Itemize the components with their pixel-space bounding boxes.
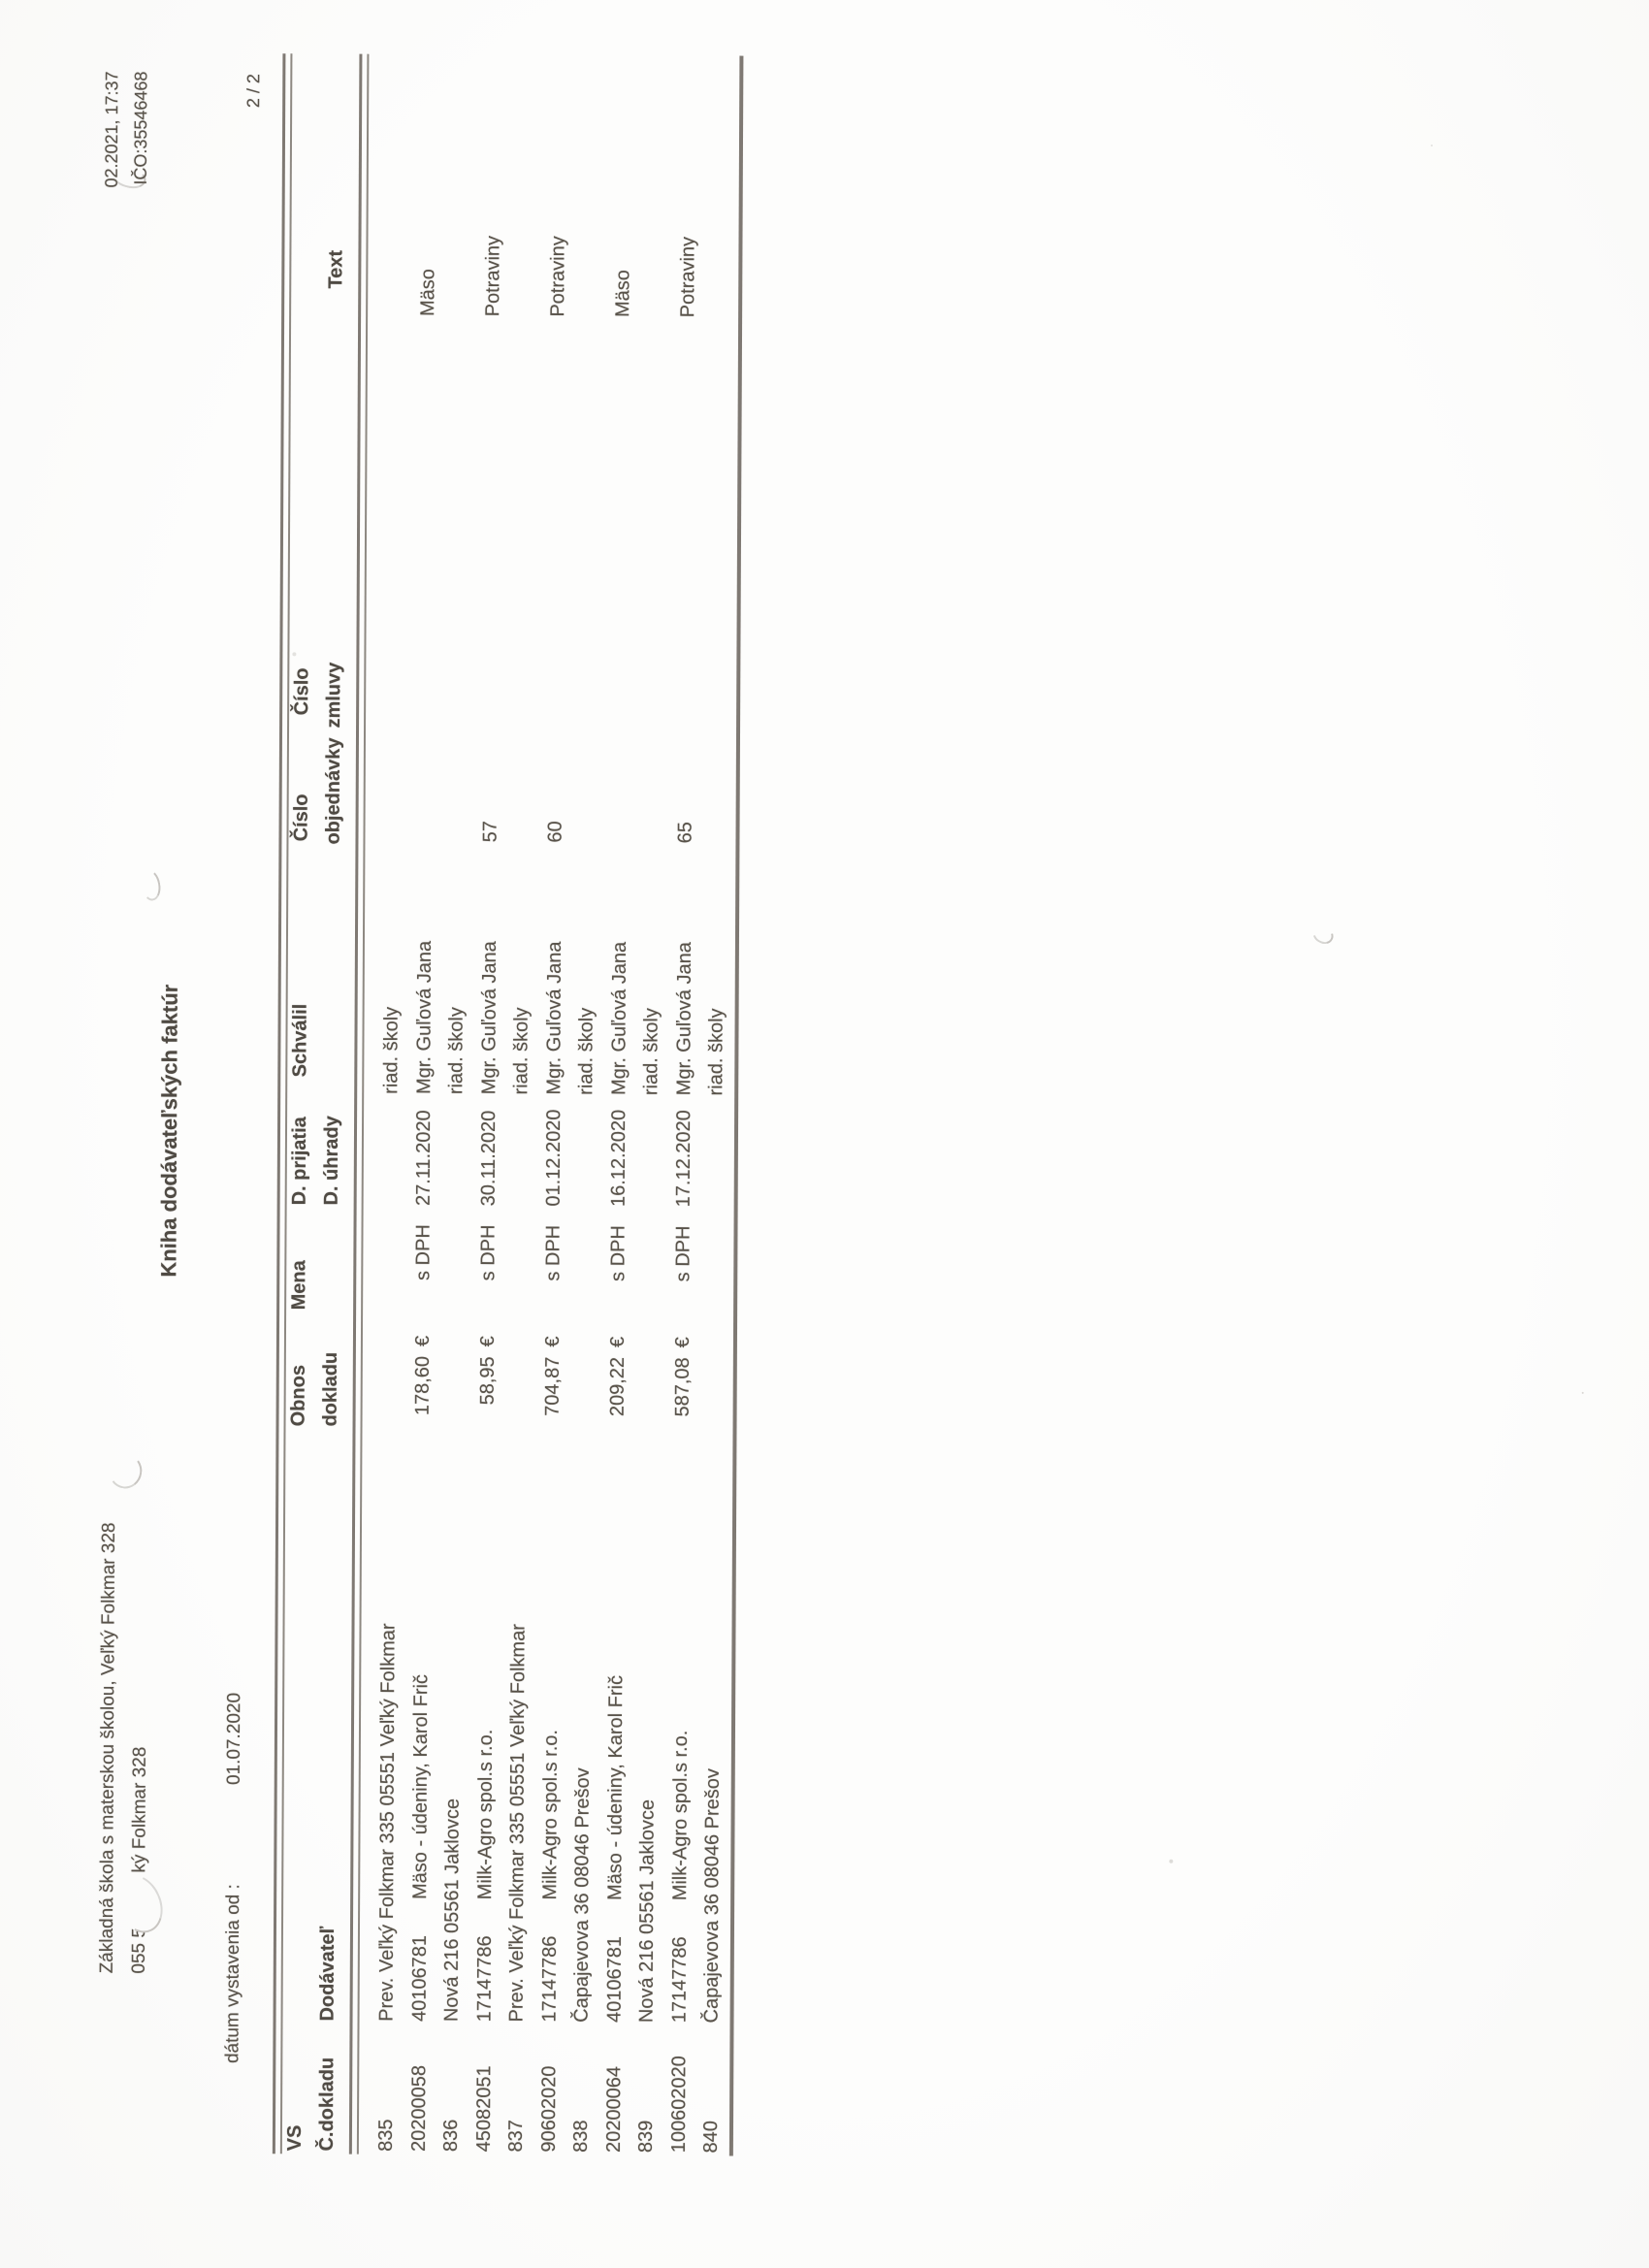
cell-supplier-id: 17147786 bbox=[538, 1935, 561, 2023]
cell-doc-no: 100602020 bbox=[667, 2056, 691, 2154]
cell-order-number: 60 bbox=[544, 821, 566, 843]
cell-supplier: Nová 216 05561 Jaklovce bbox=[440, 1798, 464, 2023]
scan-mark bbox=[106, 1451, 145, 1491]
col-header-text: Text bbox=[325, 249, 347, 289]
cell-doc-no: 20200064 bbox=[602, 2065, 626, 2154]
cell-amount: 58,95 bbox=[476, 1356, 499, 1406]
page-number: 2 / 2 bbox=[243, 74, 264, 109]
col-header-currency: Mena bbox=[288, 1260, 310, 1311]
cell-doc-no: 45082051 bbox=[472, 2065, 496, 2153]
cell-supplier: Nová 216 05561 Jaklovce bbox=[635, 1798, 659, 2024]
cell-vat-mode: s DPH bbox=[607, 1225, 630, 1282]
col-header-vs: VS bbox=[283, 2124, 307, 2152]
report-title: Kniha dodávateľských faktúr bbox=[156, 984, 182, 1278]
cell-supplier: Mäso - údeniny, Karol Frič bbox=[604, 1674, 628, 1901]
col-header-supplier: Dodávateľ bbox=[316, 1926, 340, 2022]
cell-approver: Mgr. Guľová Jana bbox=[413, 940, 436, 1095]
cell-approver: Mgr. Guľová Jana bbox=[608, 941, 630, 1096]
col-header-contract-2: zmluvy bbox=[323, 662, 345, 729]
cell-supplier: Čapajevova 36 08046 Prešov bbox=[700, 1767, 724, 2024]
cell-text: Mäso bbox=[612, 270, 634, 318]
cell-doc-no: 90602020 bbox=[537, 2065, 561, 2153]
cell-date-received: 27.11.2020 bbox=[412, 1110, 436, 1207]
cell-currency-symbol: € bbox=[606, 1336, 629, 1348]
col-header-doc-no: Č.dokladu bbox=[315, 2057, 339, 2152]
school-name-line2-left: 055 5 bbox=[128, 1927, 149, 1974]
cell-date-received: 30.11.2020 bbox=[477, 1110, 501, 1207]
cell-approver: riad. školy bbox=[445, 1007, 468, 1095]
cell-approver: riad. školy bbox=[705, 1008, 728, 1096]
cell-currency-symbol: € bbox=[671, 1337, 694, 1348]
school-name-line2-right: ký Folkmar 328 bbox=[129, 1746, 150, 1873]
cell-doc-no: 20200058 bbox=[407, 2064, 431, 2153]
cell-vs: 838 bbox=[569, 2120, 593, 2153]
cell-order-number: 65 bbox=[674, 821, 696, 844]
cell-approver: riad. školy bbox=[575, 1007, 598, 1095]
cell-amount: 178,60 bbox=[411, 1355, 434, 1416]
col-header-amount-1: Obnos bbox=[287, 1364, 309, 1427]
cell-supplier-id: 17147786 bbox=[668, 1936, 691, 2024]
cell-currency-symbol: € bbox=[411, 1335, 434, 1347]
col-header-approved: Schválil bbox=[289, 1003, 311, 1078]
cell-date-received: 17.12.2020 bbox=[672, 1110, 695, 1208]
cell-vs: 840 bbox=[699, 2121, 723, 2154]
cell-vs: 837 bbox=[504, 2120, 528, 2153]
cell-vs: 839 bbox=[634, 2120, 658, 2154]
cell-supplier: Mäso - údeniny, Karol Frič bbox=[409, 1673, 433, 1900]
cell-vat-mode: s DPH bbox=[542, 1224, 565, 1281]
cell-vs: 836 bbox=[439, 2119, 463, 2153]
cell-supplier: Čapajevova 36 08046 Prešov bbox=[570, 1767, 594, 2023]
col-header-order-1: Číslo bbox=[290, 794, 312, 842]
cell-date-received: 16.12.2020 bbox=[607, 1109, 630, 1208]
cell-currency-symbol: € bbox=[541, 1336, 564, 1347]
scan-mark bbox=[1309, 922, 1338, 948]
cell-vat-mode: s DPH bbox=[477, 1224, 500, 1281]
issue-date-label: dátum vystavenia od : bbox=[222, 1884, 244, 2064]
cell-amount: 587,08 bbox=[671, 1357, 694, 1417]
cell-supplier: Milk-Agro spol.s r.o. bbox=[474, 1729, 497, 1900]
cell-approver: Mgr. Guľová Jana bbox=[543, 941, 566, 1095]
cell-approver: Mgr. Guľová Jana bbox=[673, 942, 695, 1096]
cell-vs: 835 bbox=[374, 2119, 398, 2152]
cell-date-received: 01.12.2020 bbox=[542, 1109, 566, 1207]
col-header-order-2: objednávky bbox=[322, 737, 344, 845]
cell-text: Potraviny bbox=[547, 236, 569, 317]
col-header-date-paid: D. úhrady bbox=[320, 1116, 343, 1206]
cell-approver: riad. školy bbox=[510, 1007, 533, 1095]
cell-supplier-id: 17147786 bbox=[473, 1935, 496, 2023]
cell-amount: 209,22 bbox=[606, 1356, 629, 1417]
col-header-amount-2: dokladu bbox=[319, 1351, 341, 1427]
cell-vat-mode: s DPH bbox=[672, 1225, 695, 1282]
cell-supplier: Milk-Agro spol.s r.o. bbox=[539, 1729, 562, 1900]
issue-date-value: 01.07.2020 bbox=[223, 1692, 245, 1786]
cell-approver: riad. školy bbox=[640, 1008, 663, 1096]
cell-supplier: Prev. Veľký Folkmar 335 05551 Veľký Folk… bbox=[375, 1623, 400, 2022]
cell-supplier-id: 40106781 bbox=[603, 1935, 626, 2024]
cell-text: Potraviny bbox=[677, 236, 699, 318]
cell-supplier: Prev. Veľký Folkmar 335 05551 Veľký Folk… bbox=[505, 1624, 530, 2023]
cell-text: Mäso bbox=[417, 269, 439, 317]
cell-approver: riad. školy bbox=[380, 1006, 403, 1094]
cell-supplier: Milk-Agro spol.s r.o. bbox=[669, 1730, 692, 1901]
cell-currency-symbol: € bbox=[476, 1336, 499, 1347]
cell-text: Potraviny bbox=[482, 235, 504, 317]
col-header-contract-1: Číslo bbox=[291, 667, 313, 716]
col-header-date-received: D. prijatia bbox=[288, 1117, 311, 1206]
cell-amount: 704,87 bbox=[541, 1356, 564, 1416]
cell-supplier-id: 40106781 bbox=[408, 1934, 431, 2023]
cell-order-number: 57 bbox=[479, 821, 501, 843]
cell-approver: Mgr. Guľová Jana bbox=[478, 941, 501, 1095]
cell-vat-mode: s DPH bbox=[412, 1224, 435, 1281]
